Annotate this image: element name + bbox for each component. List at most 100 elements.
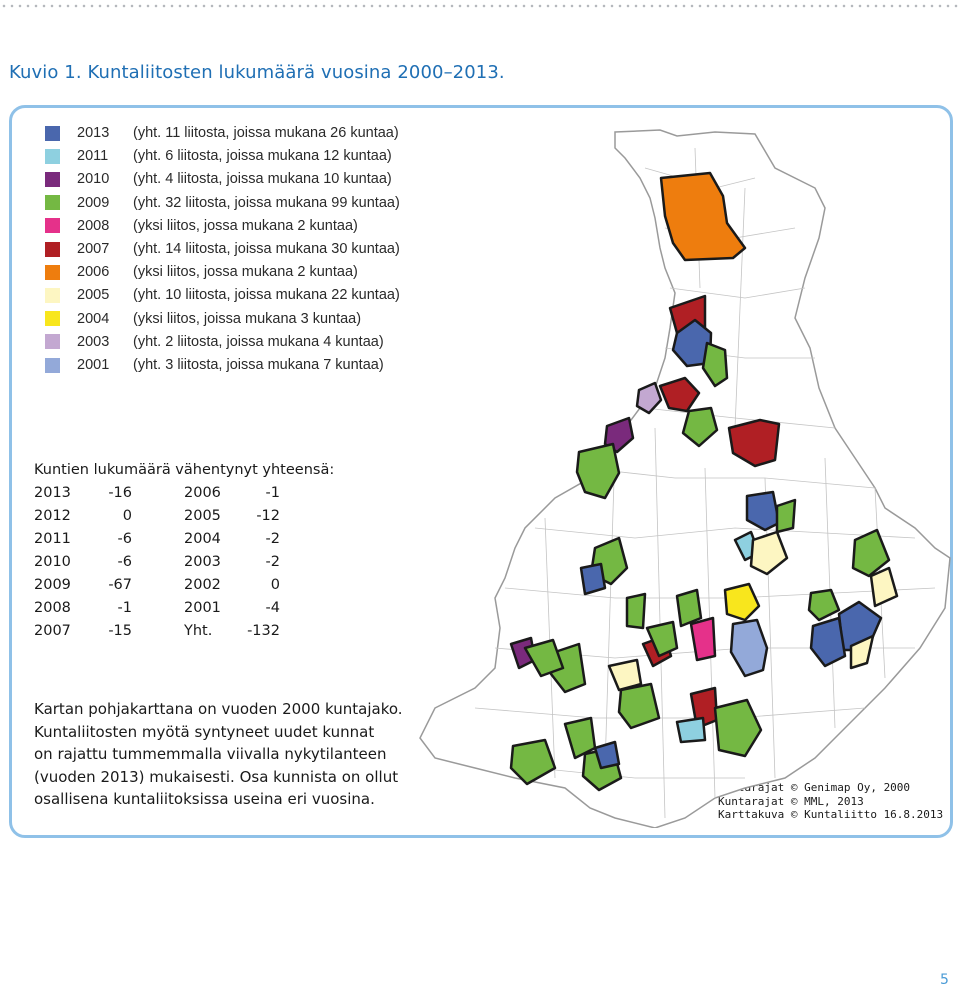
merged-municipalities [509, 171, 899, 792]
legend-text: (yksi liitos, jossa mukana 2 kuntaa) [133, 264, 358, 281]
legend-item-2013: 2013 (yht. 11 liitosta, joissa mukana 26 … [45, 123, 399, 143]
stats-change: -67 [108, 577, 132, 593]
legend-text: (yksi liitos, jossa mukana 2 kuntaa) [133, 217, 358, 234]
stats-year: 2004 [184, 531, 221, 547]
legend-swatch [45, 334, 60, 350]
region-2005-c [849, 634, 875, 670]
note-line: (vuoden 2013) mukaisesti. Osa kunnista o… [34, 767, 399, 786]
stats-row: 2008 -1 2001 -4 [34, 600, 294, 620]
region-2009-c [575, 442, 621, 500]
stats-year: 2012 [34, 508, 71, 524]
stats-year: 2010 [34, 554, 71, 570]
stats-year: 2013 [34, 485, 71, 501]
map-credits: Kuntarajat © Genimap Oy, 2000 Kuntarajat … [718, 781, 943, 822]
region-2009-o [509, 738, 557, 786]
legend-swatch [45, 357, 60, 373]
region-2008 [689, 616, 717, 662]
region-2007-c [727, 418, 781, 468]
note-line: Kuntaliitosten myötä syntyneet uudet kun… [34, 722, 375, 741]
stats-year: 2006 [184, 485, 221, 501]
region-2009-h [625, 592, 647, 630]
stats-row: 2009 -67 2002 0 [34, 577, 294, 597]
legend-year: 2005 [77, 287, 110, 304]
stats-change: -6 [117, 554, 132, 570]
stats-row: 2007 -15 Yht. -132 [34, 623, 294, 643]
stats-change: 0 [270, 577, 280, 593]
region-2013-f [593, 740, 621, 770]
region-2009-m [713, 698, 763, 758]
stats-change: -4 [265, 600, 280, 616]
legend-swatch [45, 171, 60, 187]
stats-row: 2012 0 2005 -12 [34, 508, 294, 528]
stats-change: -12 [256, 508, 280, 524]
stats-year: 2003 [184, 554, 221, 570]
stats-year: 2008 [34, 600, 71, 616]
region-2005-d [607, 658, 643, 692]
legend-text: (yht. 2 liitosta, joissa mukana 4 kuntaa… [133, 333, 384, 350]
map-notes: Kartan pohjakarttana on vuoden 2000 kunt… [34, 698, 414, 811]
stats-change: -2 [265, 554, 280, 570]
stats-change: -2 [265, 531, 280, 547]
region-2013-e [579, 562, 607, 596]
region-2009-b [681, 406, 719, 448]
stats-row: 2010 -6 2003 -2 [34, 554, 294, 574]
dotted-top-rule [0, 4, 960, 8]
legend-year: 2009 [77, 194, 110, 211]
stats-year: 2005 [184, 508, 221, 524]
stats-year: 2011 [34, 531, 71, 547]
legend-swatch [45, 218, 60, 234]
figure-panel [9, 105, 953, 838]
legend-swatch [45, 287, 60, 303]
stats-row: 2011 -6 2004 -2 [34, 531, 294, 551]
figure-title: Kuvio 1. Kuntaliitosten lukumäärä vuosin… [9, 62, 505, 83]
legend-year: 2011 [77, 148, 109, 165]
stats-year: 2009 [34, 577, 71, 593]
legend-swatch [45, 125, 60, 141]
region-2001 [729, 618, 769, 678]
legend-year: 2010 [77, 171, 110, 188]
legend-item-2008: 2008 (yksi liitos, jossa mukana 2 kuntaa) [45, 216, 358, 236]
region-2009-f [807, 588, 841, 622]
region-2013-b [745, 490, 781, 532]
note-line: on rajattu tummemmalla viivalla nykytila… [34, 745, 387, 763]
region-2009-q [523, 638, 565, 678]
legend-swatch [45, 195, 60, 211]
legend-swatch [45, 148, 60, 164]
legend-item-2001: 2001 (yht. 3 liitosta, joissa mukana 7 ku… [45, 355, 384, 375]
stats-heading: Kuntien lukumäärä vähentynyt yhteensä: [34, 462, 335, 478]
credit-line: Kuntarajat © Genimap Oy, 2000 [718, 781, 911, 794]
region-2005-a [749, 530, 789, 576]
stats-year: 2001 [184, 600, 221, 616]
stats-year: 2007 [34, 623, 71, 639]
legend-item-2010: 2010 (yht. 4 liitosta, joissa mukana 10 k… [45, 169, 392, 189]
region-2011-b [675, 716, 707, 744]
stats-change: -132 [247, 623, 280, 639]
legend-year: 2013 [77, 125, 110, 141]
stats-change: -6 [117, 531, 132, 547]
legend-item-2006: 2006 (yksi liitos, jossa mukana 2 kuntaa) [45, 262, 358, 282]
legend-text: (yht. 10 liitosta, joissa mukana 22 kunt… [133, 287, 400, 304]
legend-item-2004: 2004 (yksi liitos, joissa mukana 3 kuntaa… [45, 309, 361, 329]
legend-item-2007: 2007 (yht. 14 liitosta, joissa mukana 30 … [45, 239, 400, 259]
note-line: Kartan pohjakarttana on vuoden 2000 kunt… [34, 700, 403, 718]
note-line: osallisena kuntaliitoksissa useina eri v… [34, 790, 375, 808]
stats-change: -15 [108, 623, 132, 639]
stats-change: -16 [108, 485, 132, 501]
region-2009-l [617, 682, 661, 730]
stats-change: -1 [265, 485, 280, 501]
legend-text: (yht. 6 liitosta, joissa mukana 12 kunta… [133, 148, 392, 165]
legend-text: (yht. 4 liitosta, joissa mukana 10 kunta… [133, 171, 392, 188]
region-2009-i [675, 588, 703, 628]
legend-year: 2004 [77, 310, 110, 327]
legend-swatch [45, 241, 60, 257]
stats-change: 0 [122, 508, 132, 524]
stats-row: 2013 -16 2006 -1 [34, 485, 294, 505]
credit-line: Karttakuva © Kuntaliitto 16.8.2013 [718, 808, 944, 821]
legend-text: (yht. 14 liitosta, joissa mukana 30 kunt… [133, 241, 400, 257]
stats-year: Yht. [184, 623, 213, 639]
region-2009-e [851, 528, 891, 578]
region-2006 [659, 171, 747, 262]
legend-item-2003: 2003 (yht. 2 liitosta, joissa mukana 4 ku… [45, 332, 384, 352]
region-2009-a [701, 341, 729, 388]
legend-year: 2001 [77, 357, 110, 373]
